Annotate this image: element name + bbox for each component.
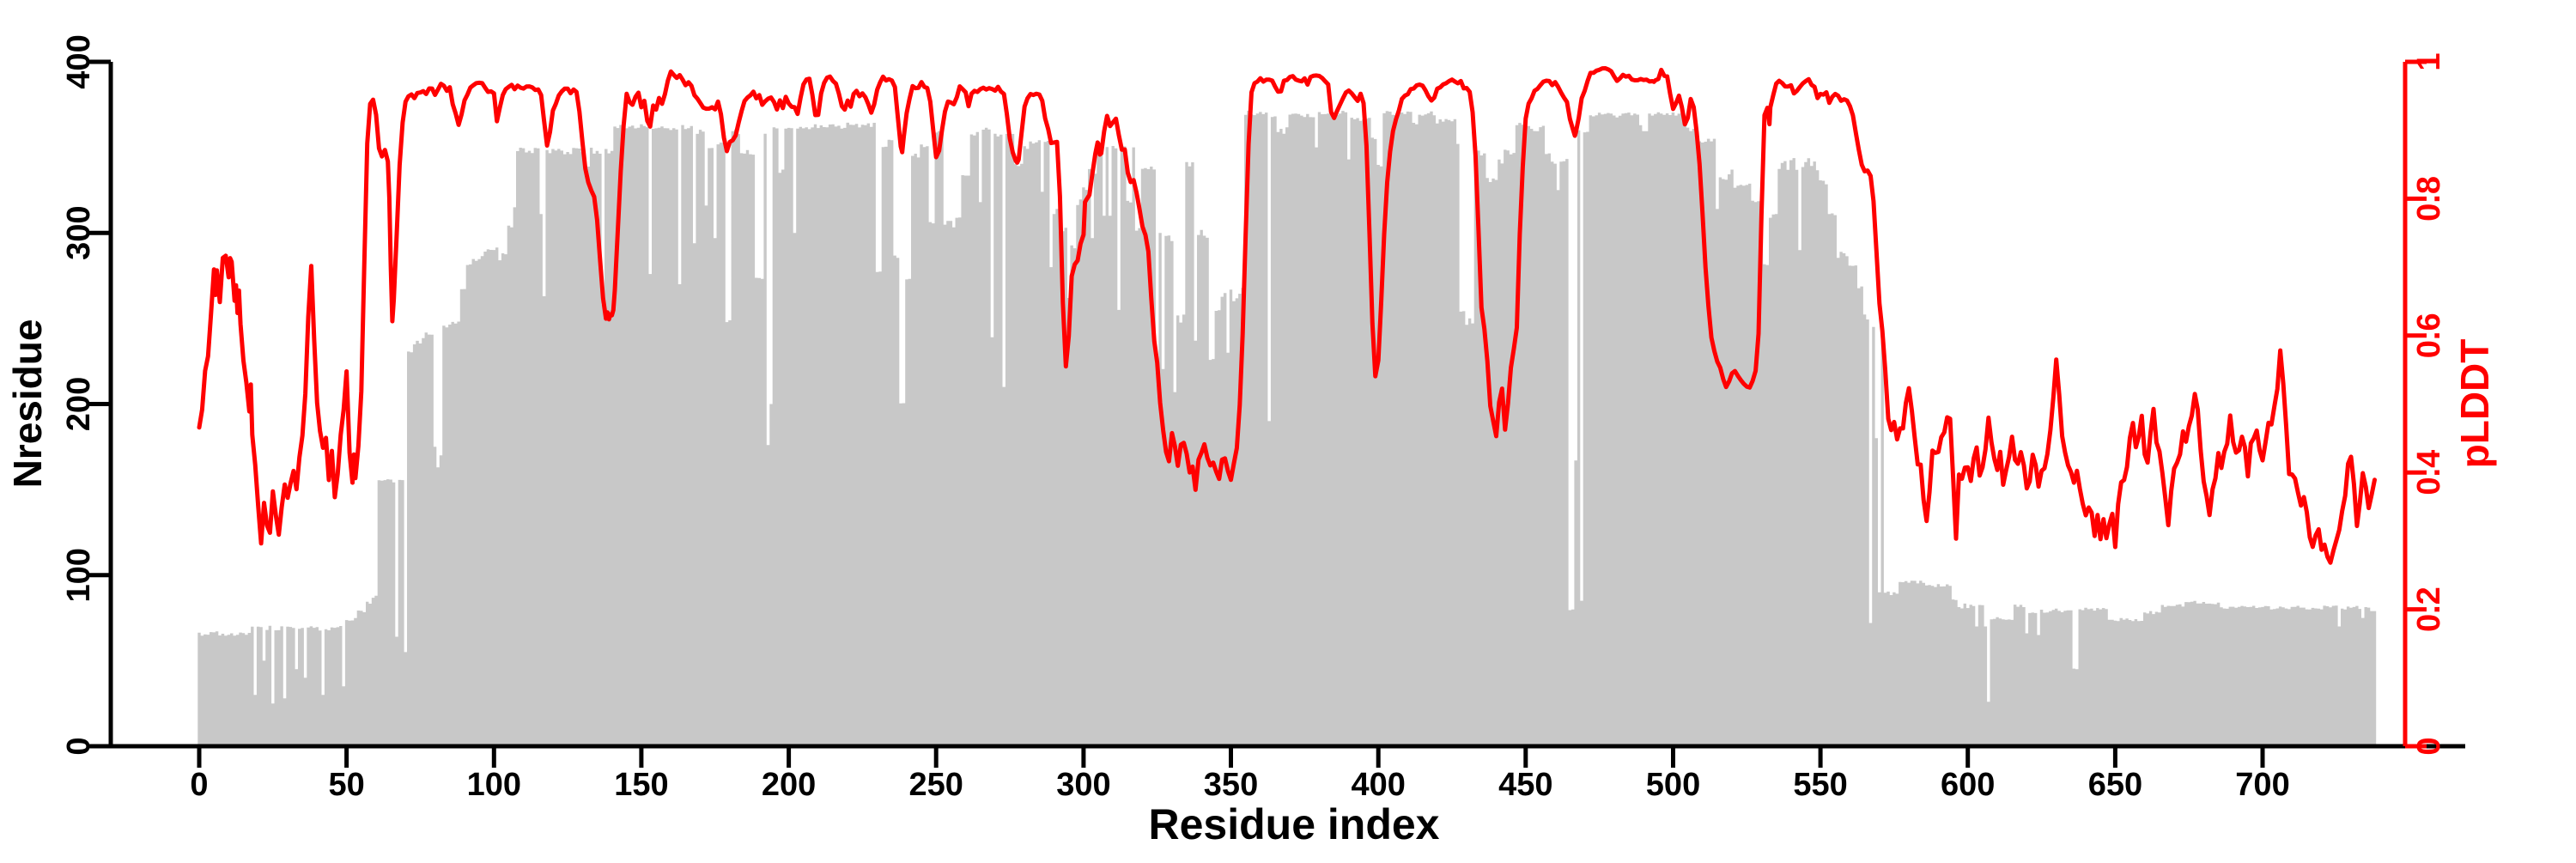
svg-text:300: 300 <box>1056 767 1110 803</box>
svg-text:1: 1 <box>2411 52 2447 70</box>
svg-text:0: 0 <box>2411 737 2447 755</box>
svg-text:250: 250 <box>908 767 963 803</box>
svg-text:700: 700 <box>2235 767 2289 803</box>
svg-text:0.8: 0.8 <box>2411 176 2447 222</box>
svg-text:Residue index: Residue index <box>1149 800 1440 848</box>
svg-text:600: 600 <box>1941 767 1995 803</box>
svg-text:550: 550 <box>1793 767 1847 803</box>
svg-text:0.6: 0.6 <box>2411 313 2447 358</box>
svg-text:pLDDT: pLDDT <box>2452 339 2497 469</box>
svg-text:300: 300 <box>61 205 97 259</box>
svg-text:650: 650 <box>2088 767 2142 803</box>
svg-text:Nresidue: Nresidue <box>5 319 50 489</box>
svg-text:150: 150 <box>614 767 668 803</box>
svg-text:0.2: 0.2 <box>2411 586 2447 632</box>
svg-text:450: 450 <box>1498 767 1552 803</box>
svg-text:0: 0 <box>190 767 208 803</box>
svg-text:350: 350 <box>1204 767 1258 803</box>
svg-text:100: 100 <box>61 548 97 602</box>
svg-text:100: 100 <box>467 767 521 803</box>
svg-text:400: 400 <box>61 34 97 88</box>
svg-text:0: 0 <box>61 737 97 755</box>
svg-text:200: 200 <box>61 377 97 431</box>
svg-text:0.4: 0.4 <box>2411 450 2447 495</box>
svg-text:50: 50 <box>328 767 364 803</box>
svg-text:400: 400 <box>1351 767 1405 803</box>
svg-text:500: 500 <box>1646 767 1700 803</box>
svg-text:200: 200 <box>762 767 816 803</box>
